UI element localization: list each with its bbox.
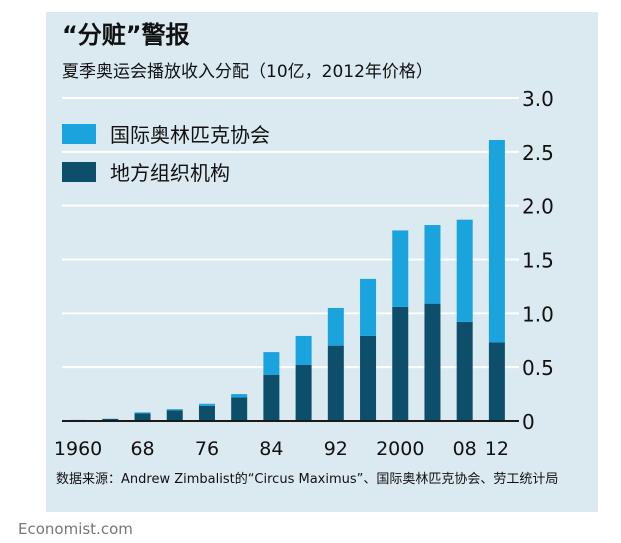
x-tick-label: 68	[130, 438, 154, 460]
y-tick-label: 2.5	[522, 141, 554, 165]
bar-local	[102, 418, 119, 421]
brand-label: Economist.com	[18, 520, 133, 538]
legend-swatch-local	[62, 162, 96, 182]
y-tick-label: 0.5	[522, 356, 554, 380]
x-tick-label: 08	[453, 438, 477, 460]
bar-local	[360, 335, 377, 421]
bar-ioc	[295, 335, 312, 366]
bar-ioc	[456, 219, 473, 322]
legend-swatch-ioc	[62, 124, 96, 144]
x-tick-label: 76	[195, 438, 219, 460]
bar-local	[231, 397, 248, 421]
bar-local	[327, 345, 344, 421]
y-tick-label: 0	[522, 410, 535, 434]
bar-ioc	[360, 278, 377, 336]
y-tick-label: 2.0	[522, 195, 554, 219]
bar-local	[295, 365, 312, 421]
x-tick-label: 1960	[54, 438, 102, 460]
bar-ioc	[263, 352, 280, 375]
bar-local	[424, 303, 441, 421]
legend-label: 国际奥林匹克协会	[110, 123, 270, 147]
bar-ioc	[134, 412, 151, 414]
gridlines	[62, 97, 519, 369]
bar-local	[198, 405, 215, 421]
chart-title: “分赃”警报	[62, 21, 190, 49]
bar-ioc	[198, 403, 215, 406]
bars	[70, 139, 505, 421]
bar-ioc	[166, 409, 183, 411]
bar-local	[488, 342, 505, 421]
bar-ioc	[392, 230, 409, 307]
y-tick-label: 3.0	[522, 87, 554, 111]
x-tick-label: 92	[324, 438, 348, 460]
chart-subtitle: 夏季奥运会播放收入分配（10亿，2012年价格）	[62, 62, 433, 82]
chart-panel	[46, 12, 598, 512]
bar-ioc	[488, 139, 505, 343]
bar-ioc	[231, 394, 248, 398]
bar-ioc	[327, 307, 344, 346]
y-tick-label: 1.0	[522, 302, 554, 326]
bar-local	[392, 306, 409, 421]
bar-local	[263, 374, 280, 421]
x-tick-label: 2000	[376, 438, 424, 460]
bar-local	[456, 321, 473, 421]
legend-label: 地方组织机构	[110, 161, 230, 185]
bar-local	[166, 410, 183, 421]
y-tick-label: 1.5	[522, 249, 554, 273]
x-tick-label: 84	[259, 438, 283, 460]
y-tick-labels: 0 0.5 1.0 1.5 2.0 2.5 3.0	[522, 87, 554, 434]
bar-ioc	[424, 225, 441, 304]
x-tick-labels: 1960 68 76 84 92 2000 08 12	[54, 438, 509, 460]
bar-local	[134, 413, 151, 421]
source-note: 数据来源：Andrew Zimbalist的“Circus Maximus”、国…	[56, 472, 559, 487]
x-tick-label: 12	[485, 438, 509, 460]
